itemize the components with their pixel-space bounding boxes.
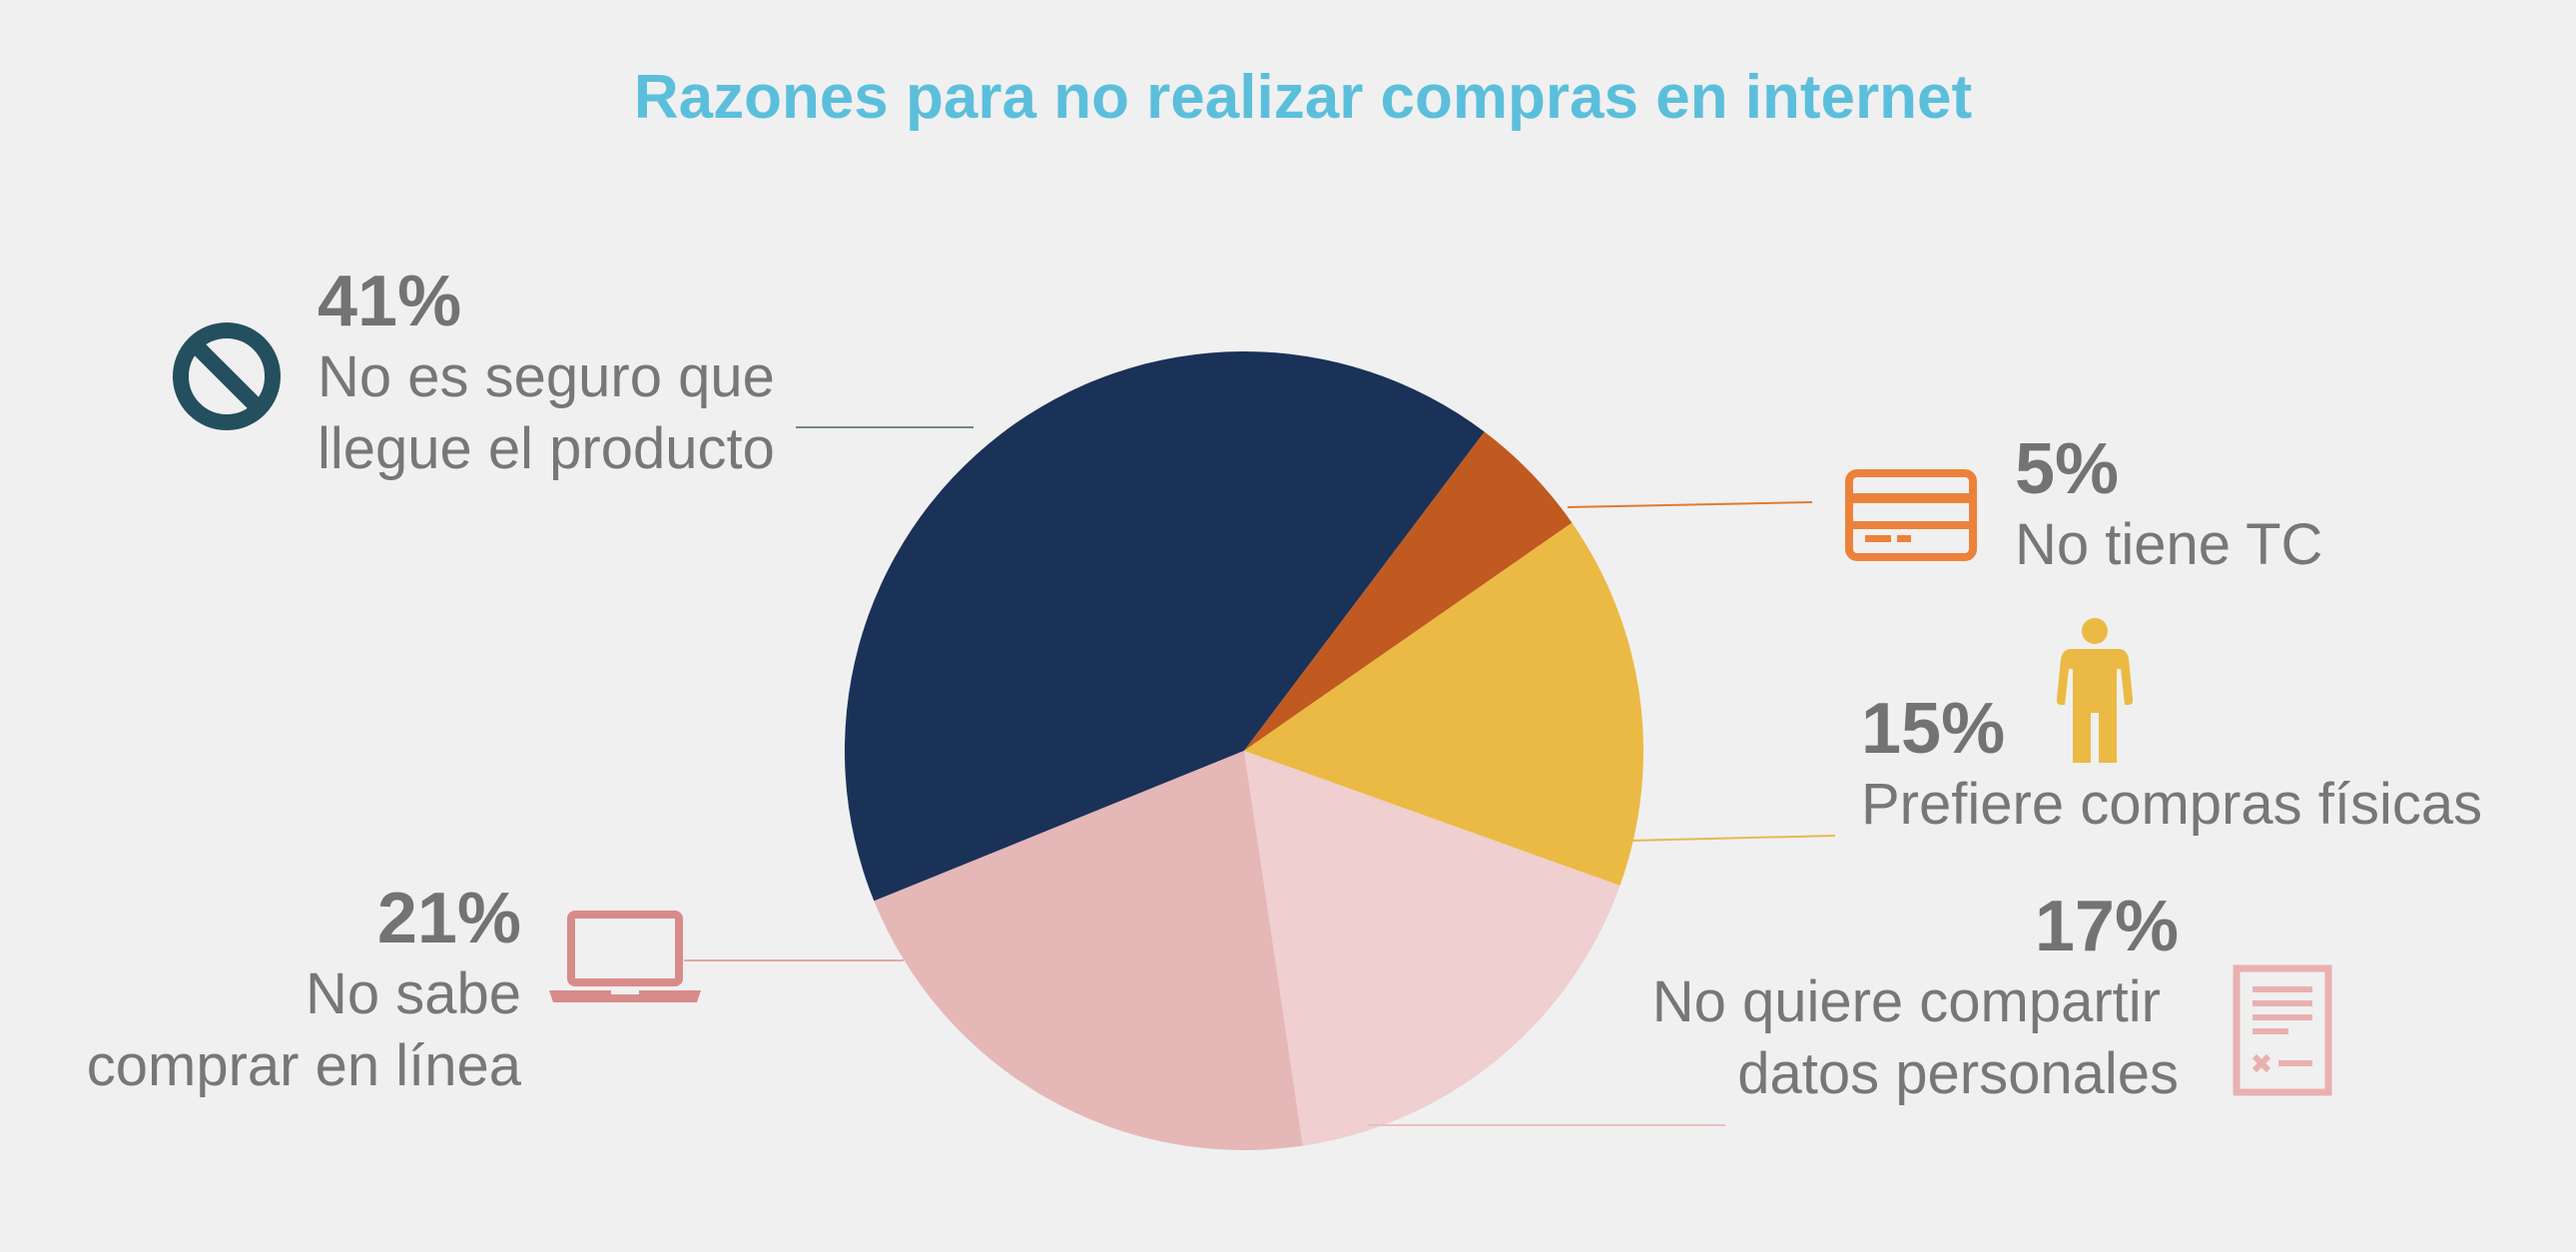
pie-slice-4 bbox=[874, 751, 1303, 1150]
document-icon bbox=[2233, 964, 2332, 1096]
label-group-4: 21% No sabe comprar en línea bbox=[40, 879, 521, 1102]
category-label-line2: datos personales bbox=[1737, 1041, 2179, 1106]
pie-slice-2 bbox=[1244, 522, 1643, 887]
chart-title: Razones para no realizar compras en inte… bbox=[633, 63, 1973, 132]
pie-slice-3 bbox=[1244, 751, 1620, 1146]
percent-label: 17% bbox=[2034, 887, 2179, 966]
label-group-0: 41% No es seguro que llegue el producto bbox=[318, 262, 775, 485]
pie-slice-1 bbox=[1244, 431, 1573, 751]
category-label-line2: comprar en línea bbox=[86, 1033, 521, 1098]
percent-label: 5% bbox=[2015, 429, 2120, 509]
label-group-2: 15% Prefiere compras físicas bbox=[1861, 689, 2482, 841]
leader-lines bbox=[684, 426, 1836, 1126]
label-group-1: 5% No tiene TC bbox=[2015, 429, 2322, 581]
category-label-line1: No sabe bbox=[305, 961, 521, 1026]
label-group-3: 17% No quiere compartir datos personales bbox=[1558, 887, 2179, 1110]
category-label-line1: No quiere compartir bbox=[1651, 969, 2161, 1034]
person-icon bbox=[2057, 618, 2133, 763]
category-label-line1: No tiene TC bbox=[2015, 512, 2323, 577]
percent-label: 15% bbox=[1861, 689, 2006, 769]
pie-slice-0 bbox=[845, 351, 1485, 902]
leader-line-1 bbox=[1567, 501, 1813, 508]
leader-line-2 bbox=[1626, 835, 1836, 842]
category-label-line2: llegue el producto bbox=[318, 416, 775, 481]
percent-label: 41% bbox=[318, 262, 462, 341]
no-entry-icon bbox=[173, 322, 281, 430]
pie-slices bbox=[845, 351, 1643, 1150]
category-label-line1: Prefiere compras físicas bbox=[1861, 772, 2483, 837]
category-label-line1: No es seguro que bbox=[318, 344, 775, 409]
laptop-icon bbox=[549, 911, 701, 1002]
percent-label: 21% bbox=[376, 879, 521, 958]
credit-card-icon bbox=[1845, 469, 1977, 561]
